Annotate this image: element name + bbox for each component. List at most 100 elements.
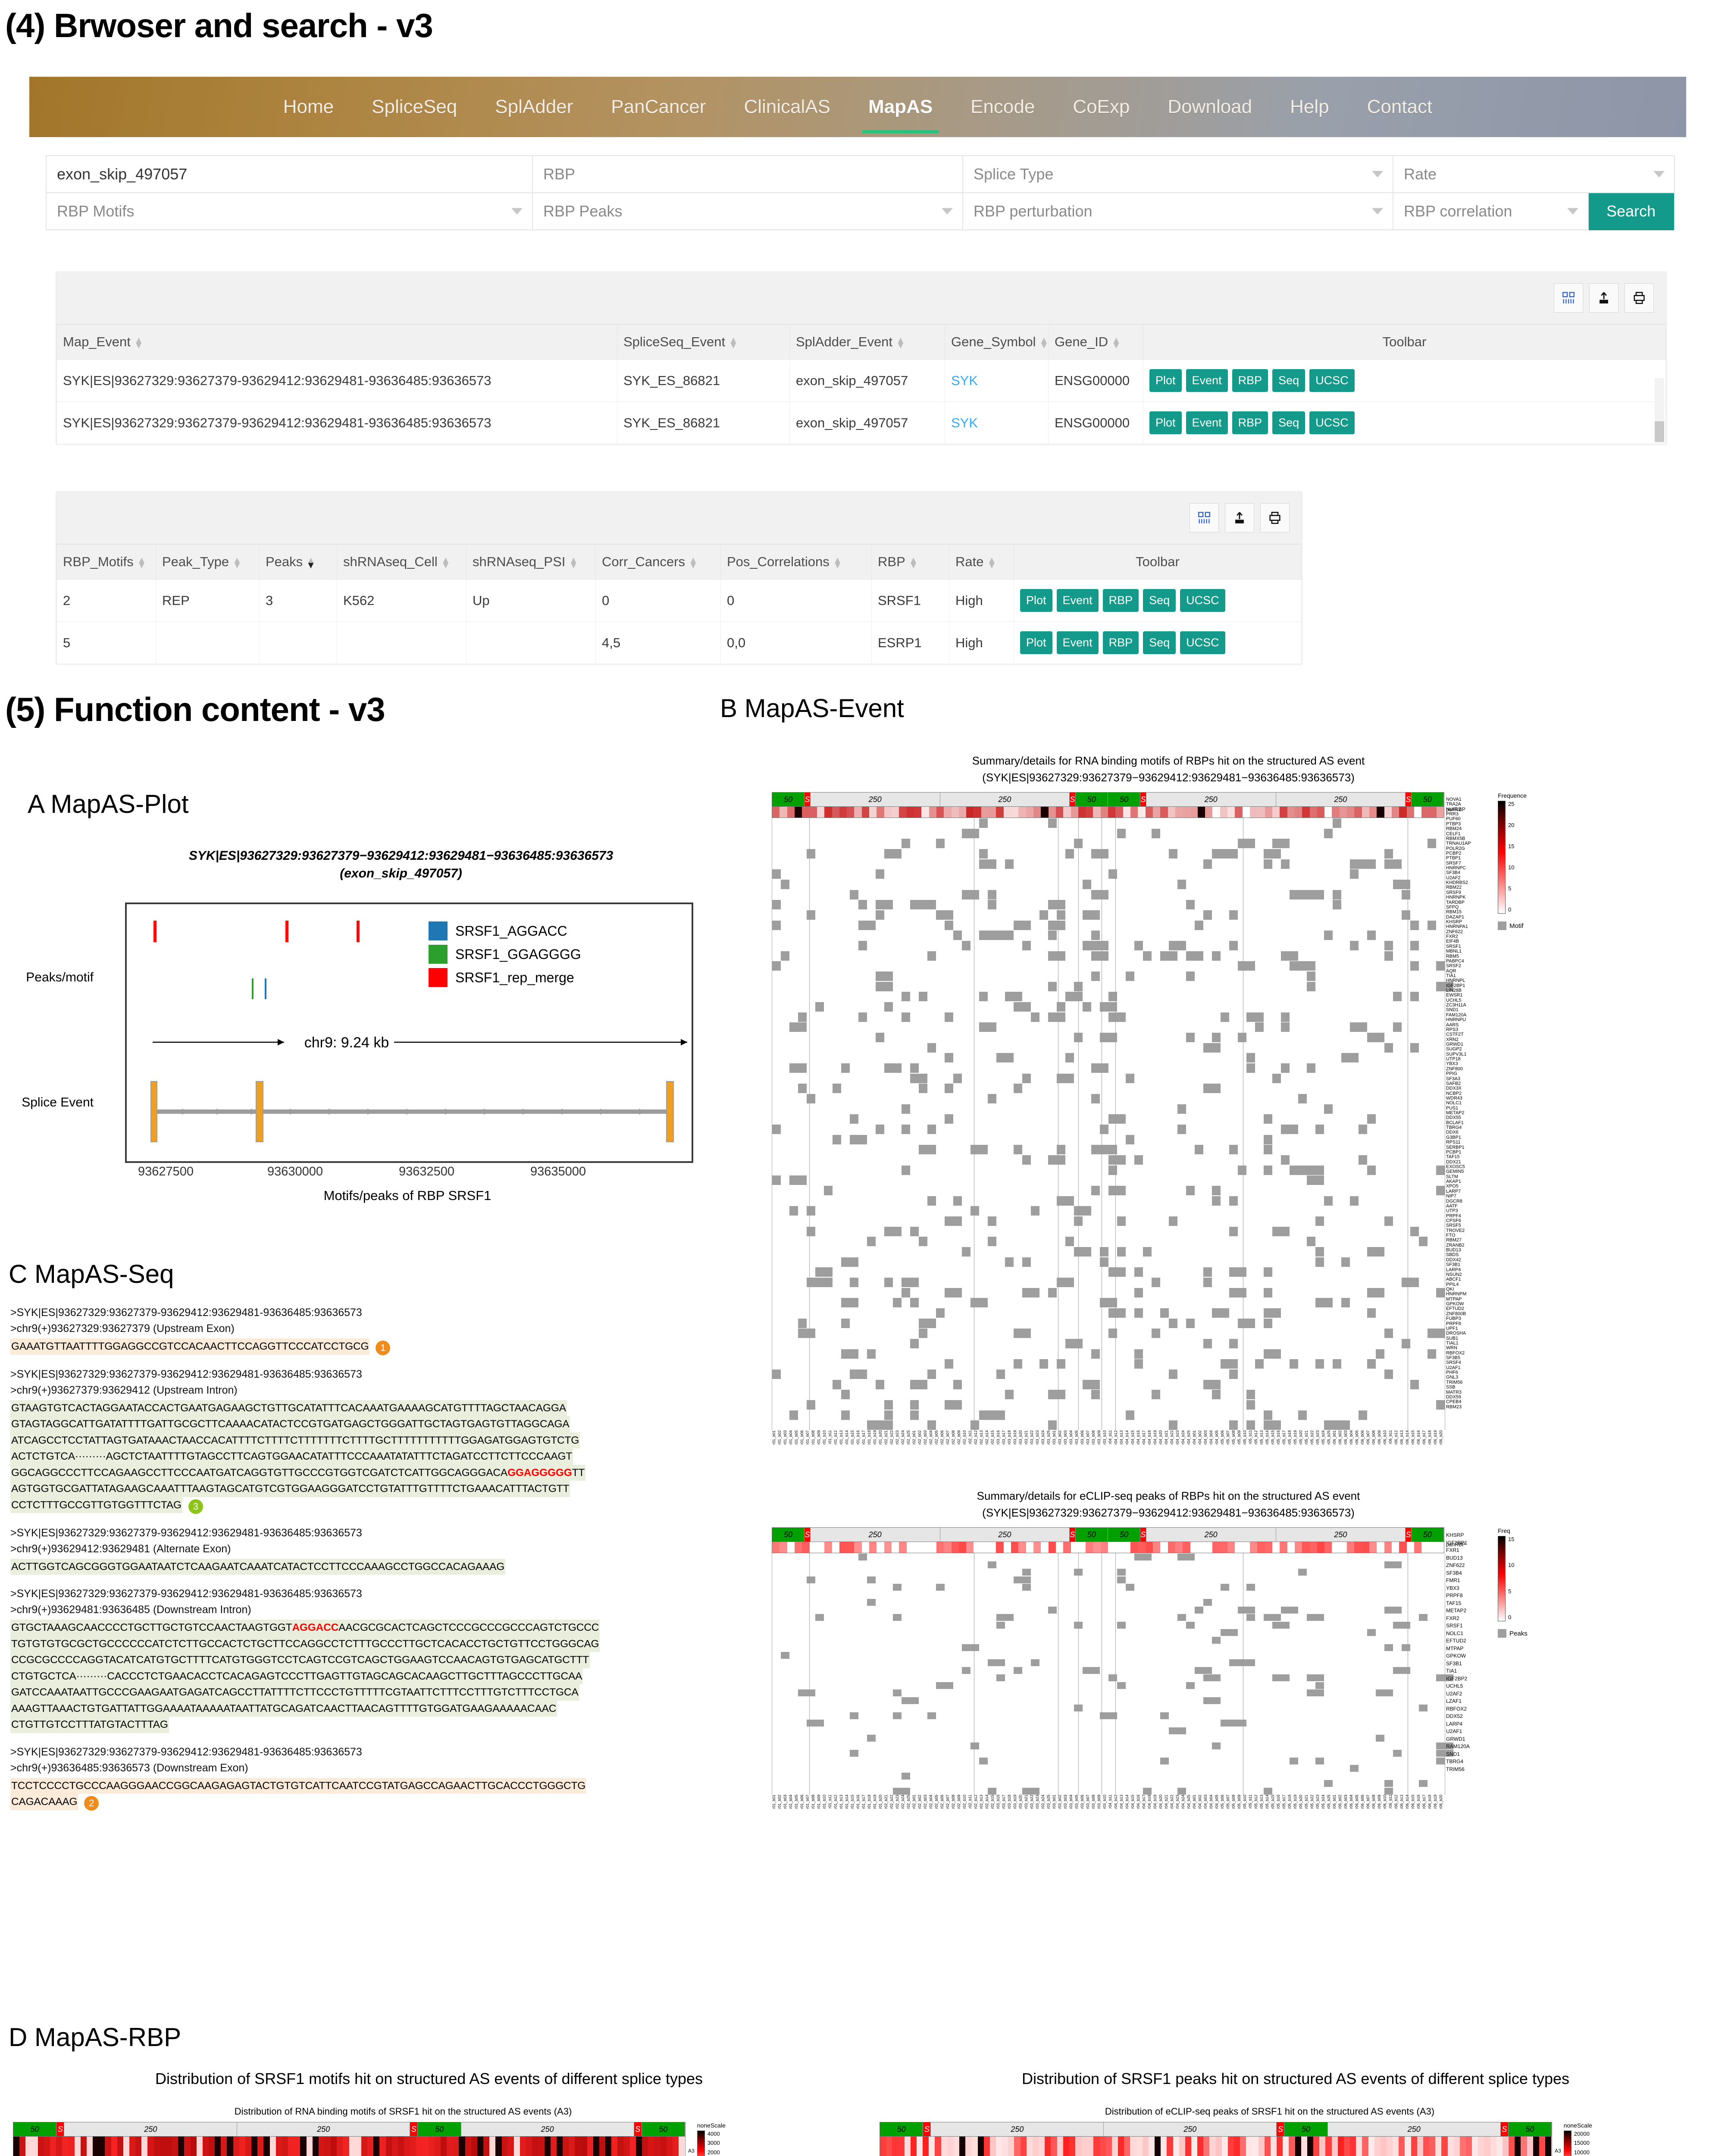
- export-icon[interactable]: [1589, 283, 1619, 313]
- event-button[interactable]: Event: [1186, 411, 1228, 434]
- sort-arrows-icon[interactable]: ▲ ▼: [833, 554, 842, 570]
- sort-arrows-icon[interactable]: ▲ ▼: [134, 334, 144, 351]
- hit-cell: [1246, 1053, 1255, 1063]
- plot-button[interactable]: Plot: [1149, 411, 1182, 434]
- print-icon[interactable]: [1625, 283, 1654, 313]
- nav-item-mapas[interactable]: MapAS: [849, 96, 952, 133]
- rbp-col-peak_type[interactable]: Peak_Type ▲ ▼: [156, 544, 260, 580]
- nav-item-help[interactable]: Help: [1290, 96, 1329, 117]
- rbp-col-rate[interactable]: Rate ▲ ▼: [949, 544, 1014, 580]
- hit-cell: [1083, 910, 1100, 920]
- export-icon[interactable]: [1225, 503, 1254, 533]
- ucsc-button[interactable]: UCSC: [1180, 589, 1225, 612]
- nav-item-spliceseq[interactable]: SpliceSeq: [372, 96, 457, 117]
- seq-button[interactable]: Seq: [1272, 411, 1305, 434]
- event-button[interactable]: Event: [1056, 589, 1099, 612]
- rate-select[interactable]: Rate: [1393, 155, 1675, 193]
- x-tick: r01_b01: [772, 1795, 776, 1809]
- row-label: FTO: [1446, 1233, 1456, 1238]
- hit-cell: [1410, 1226, 1419, 1236]
- nav-item-coexp[interactable]: CoExp: [1073, 96, 1130, 117]
- row-label: SRSF2: [1446, 963, 1461, 969]
- rbp-button[interactable]: RBP: [1232, 411, 1268, 434]
- rbp-col-corr_cancers[interactable]: Corr_Cancers ▲ ▼: [595, 544, 721, 580]
- events-scrollbar-thumb[interactable]: [1655, 421, 1664, 442]
- plot-button[interactable]: Plot: [1020, 631, 1052, 654]
- sort-arrows-icon[interactable]: ▲ ▼: [1111, 334, 1121, 351]
- rbp-input[interactable]: RBP: [532, 155, 963, 193]
- rbp_peaks-select[interactable]: RBP Peaks: [532, 192, 963, 230]
- events-col-gene_symbol[interactable]: Gene_Symbol ▲ ▼: [945, 324, 1049, 360]
- x-tick: r05_b23: [1315, 1795, 1320, 1809]
- print-icon[interactable]: [1260, 503, 1290, 533]
- hit-cell: [1143, 1247, 1152, 1257]
- sort-arrows-icon[interactable]: ▲ ▼: [137, 554, 147, 570]
- row-label: GRWD1: [1446, 1042, 1463, 1047]
- sort-arrows-icon[interactable]: ▲ ▼: [569, 554, 579, 570]
- seq-button[interactable]: Seq: [1143, 589, 1176, 612]
- nav-item-pancancer[interactable]: PanCancer: [611, 96, 706, 117]
- ucsc-button[interactable]: UCSC: [1309, 411, 1355, 434]
- rbp-col-shrnaseq_psi[interactable]: shRNAseq_PSI ▲ ▼: [466, 544, 596, 580]
- events-col-spladder_event[interactable]: SplAdder_Event ▲ ▼: [789, 324, 945, 360]
- frequency-cell: [1190, 807, 1198, 818]
- nav-item-contact[interactable]: Contact: [1367, 96, 1433, 117]
- sort-arrows-icon[interactable]: ▲ ▼: [232, 554, 242, 570]
- x-tick: r03_b17: [1002, 1430, 1006, 1445]
- rbp-col-rbp[interactable]: RBP ▲ ▼: [871, 544, 949, 580]
- rbp-col-rbp_motifs[interactable]: RBP_Motifs ▲ ▼: [56, 544, 156, 580]
- splice_type-select[interactable]: Splice Type: [962, 155, 1393, 193]
- sort-arrows-icon[interactable]: ▲ ▼: [729, 334, 738, 351]
- nav-item-encode[interactable]: Encode: [971, 96, 1035, 117]
- column-label: Toolbar: [1136, 554, 1180, 569]
- rbp-button[interactable]: RBP: [1232, 369, 1268, 392]
- events-col-gene_id[interactable]: Gene_ID ▲ ▼: [1048, 324, 1143, 360]
- sort-arrows-icon[interactable]: ▲ ▼: [908, 554, 918, 570]
- columns-icon[interactable]: [1554, 283, 1583, 313]
- event-button[interactable]: Event: [1056, 631, 1099, 654]
- event-input[interactable]: exon_skip_497057: [46, 155, 533, 193]
- hit-cell: [1057, 1002, 1065, 1012]
- nav-item-spladder[interactable]: SplAdder: [495, 96, 573, 117]
- x-tick: r03_b22: [1030, 1795, 1034, 1809]
- event-button[interactable]: Event: [1186, 369, 1228, 392]
- rbp_correlation-select[interactable]: RBP correlation: [1393, 192, 1589, 230]
- events-col-map_event[interactable]: Map_Event ▲ ▼: [56, 324, 617, 360]
- rbp-col-peaks[interactable]: Peaks ▲ ▼: [259, 544, 337, 580]
- search-button[interactable]: Search: [1588, 192, 1674, 230]
- seq-button[interactable]: Seq: [1272, 369, 1305, 392]
- row-label: NUPL2: [1446, 806, 1461, 812]
- gene-symbol-link[interactable]: SYK: [951, 373, 978, 388]
- rbp-col-shrnaseq_cell[interactable]: shRNAseq_Cell ▲ ▼: [337, 544, 466, 580]
- ucsc-button[interactable]: UCSC: [1180, 631, 1225, 654]
- seq-button[interactable]: Seq: [1143, 631, 1176, 654]
- frequency-cell: [899, 807, 907, 818]
- plot-button[interactable]: Plot: [1020, 589, 1052, 612]
- sort-arrows-icon[interactable]: ▲ ▼: [1039, 334, 1049, 351]
- sort-arrows-icon[interactable]: ▲ ▼: [688, 554, 698, 570]
- sort-arrows-icon[interactable]: ▲ ▼: [987, 554, 997, 570]
- x-tick: r01_b02: [777, 1795, 782, 1809]
- sort-arrows-icon[interactable]: ▲ ▼: [306, 554, 316, 570]
- rbp-button[interactable]: RBP: [1102, 589, 1139, 612]
- rbp_motifs-select[interactable]: RBP Motifs: [46, 192, 533, 230]
- sort-arrows-icon[interactable]: ▲ ▼: [896, 334, 905, 351]
- events-col-spliceseq_event[interactable]: SpliceSeq_Event ▲ ▼: [617, 324, 790, 360]
- events-table-scrollbar[interactable]: [1655, 378, 1664, 443]
- columns-icon[interactable]: [1190, 503, 1219, 533]
- distribution-cell: [428, 2137, 435, 2156]
- nav-item-clinicalas[interactable]: ClinicalAS: [744, 96, 830, 117]
- rbp-button[interactable]: RBP: [1102, 631, 1139, 654]
- cell-value: 4,5: [602, 635, 621, 650]
- sort-arrows-icon[interactable]: ▲ ▼: [441, 554, 451, 570]
- x-tick: r03_b06: [1080, 1430, 1084, 1445]
- hit-cell: [1091, 941, 1108, 951]
- plot-button[interactable]: Plot: [1149, 369, 1182, 392]
- nav-item-home[interactable]: Home: [283, 96, 334, 117]
- hit-cell: [1298, 1094, 1307, 1104]
- rbp-col-pos_correlations[interactable]: Pos_Correlations ▲ ▼: [720, 544, 872, 580]
- gene-symbol-link[interactable]: SYK: [951, 415, 978, 430]
- nav-item-download[interactable]: Download: [1168, 96, 1252, 117]
- ucsc-button[interactable]: UCSC: [1309, 369, 1355, 392]
- rbp_perturbation-select[interactable]: RBP perturbation: [962, 192, 1393, 230]
